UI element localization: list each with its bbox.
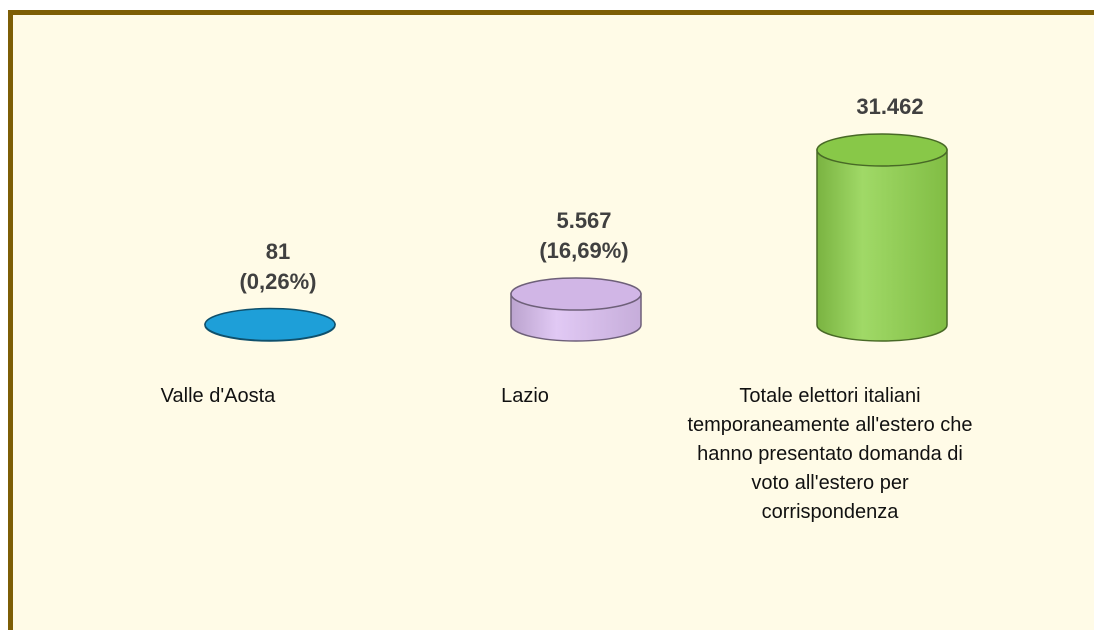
category-label: Lazio <box>501 385 549 407</box>
cylinder-top <box>510 277 642 311</box>
category-label: Totale elettori italiani temporaneamente… <box>687 385 973 523</box>
cylinder-body <box>816 149 948 342</box>
cylinder-top <box>816 133 948 167</box>
cylinder-top <box>204 307 336 342</box>
value-label: 5.567 (16,69%) <box>539 208 629 264</box>
category-label: Valle d'Aosta <box>160 385 276 407</box>
value-label: 31.462 <box>856 94 924 119</box>
value-label: 81 (0,26%) <box>239 238 317 294</box>
